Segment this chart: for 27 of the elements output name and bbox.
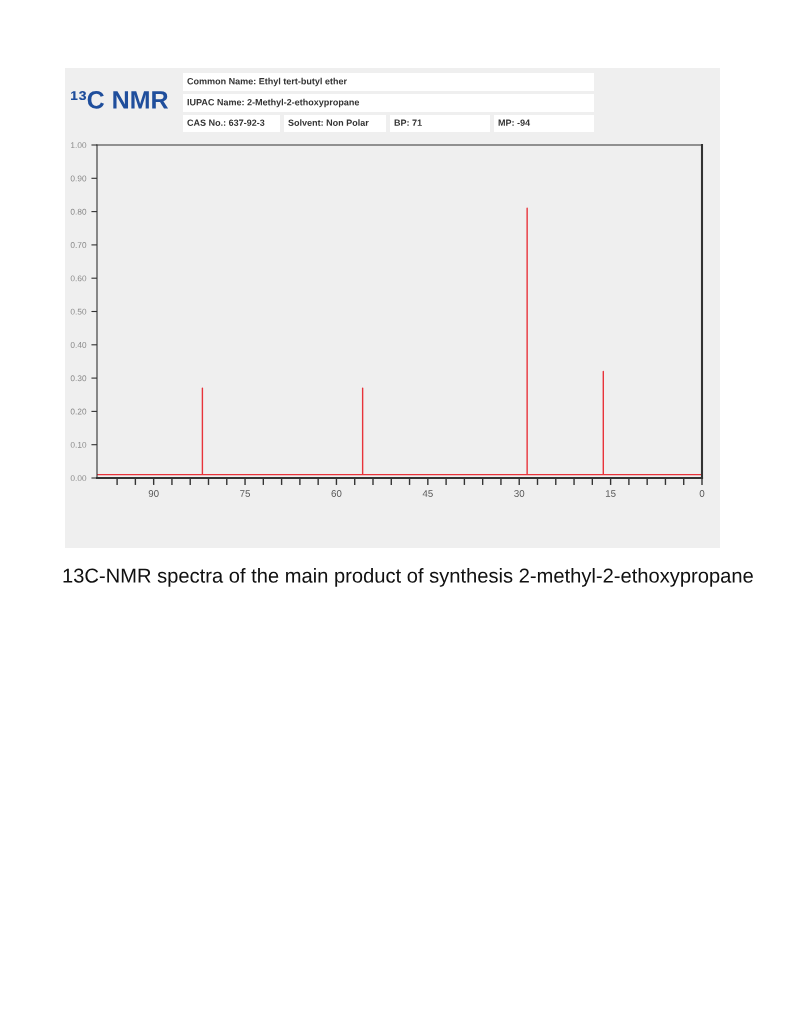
y-tick-label: 0.80 — [70, 208, 87, 215]
x-tick-label: 75 — [240, 490, 251, 497]
x-tick-label: 0 — [699, 490, 705, 497]
y-tick-label: 1.00 — [71, 142, 87, 149]
text: Solvent: Non Polar — [288, 119, 369, 126]
x-tick-label: 60 — [331, 490, 342, 497]
text: IUPAC Name: 2-Methyl-2-ethoxypropane — [187, 98, 360, 108]
text: BP: 71 — [394, 119, 422, 126]
y-tick-label: 0.30 — [70, 375, 87, 382]
x-tick-label: 45 — [422, 490, 433, 497]
text: Common Name: Ethyl tert-butyl ether — [187, 77, 347, 87]
y-tick-label: 0.00 — [70, 475, 87, 482]
chart-title: ¹³C NMR — [71, 91, 169, 109]
y-tick-label: 0.90 — [70, 175, 87, 182]
y-tick-label: 0.20 — [70, 408, 87, 415]
y-tick-label: 0.40 — [70, 342, 87, 348]
x-tick-label: 90 — [148, 490, 159, 497]
text: CAS No.: 637-92-3 — [187, 119, 265, 126]
x-tick-label: 15 — [605, 490, 616, 497]
text: 13C-NMR spectra of the main product of synthesis 2-methyl-2-ethoxypropane — [63, 568, 753, 587]
text: MP: -94 — [498, 119, 531, 126]
y-tick-label: 0.50 — [70, 308, 87, 315]
y-tick-label: 0.70 — [70, 242, 87, 248]
line-series — [97, 207, 702, 476]
y-tick-label: 0.10 — [70, 441, 87, 448]
x-tick-label: 30 — [514, 490, 525, 497]
y-tick-label: 0.60 — [70, 275, 87, 282]
